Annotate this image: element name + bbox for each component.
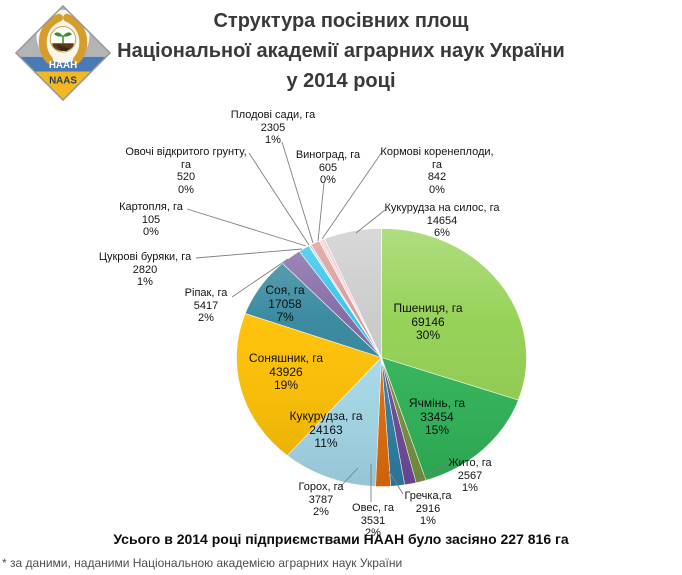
label-row: га — [181, 158, 191, 171]
label-row: 30% — [415, 327, 441, 342]
label-row: Цукрові буряки, га — [98, 251, 192, 263]
label-row: 14654 — [426, 214, 458, 227]
leader-line-plodovi — [281, 141, 314, 244]
pie-outer-label-vynohrad: Виноград, га 605 0% — [296, 149, 360, 187]
leader-line-ovochi — [248, 152, 310, 246]
pie-outer-label-kartoplia: Картопля, га 105 0% — [119, 201, 183, 239]
label-row: 43926 — [269, 364, 303, 379]
leader-line-silos — [355, 209, 386, 234]
pie-inner-label-kukurudza: Кукурудза, га 24163 11% — [289, 408, 363, 451]
label-row: Овес, га — [352, 502, 394, 514]
label-row: 0% — [429, 183, 445, 196]
label-row: Кормові коренеплоди, — [380, 146, 494, 158]
pie-inner-label-pshenytsia: Пшениця, га 69146 30% — [393, 300, 463, 343]
leader-line-kormovi — [321, 151, 383, 240]
label-row: га — [432, 158, 442, 171]
title-line-3: у 2014 році — [286, 70, 396, 92]
label-row: 1% — [462, 482, 478, 494]
label-row: 0% — [143, 226, 159, 238]
label-row: 842 — [427, 171, 447, 183]
logo-text-naan: НААН — [49, 60, 77, 71]
label-row: 2% — [313, 506, 329, 518]
label-row: 1% — [420, 515, 436, 527]
label-row: 19% — [273, 377, 299, 392]
pie-inner-label-yachmin: Ячмінь, га 33454 15% — [408, 395, 466, 438]
pie-inner-label-soniashnyk: Соняшник, га 43926 19% — [248, 350, 324, 393]
label-row: Пшениця, га — [393, 300, 463, 315]
label-row: Овочі відкритого грунту, — [125, 146, 247, 158]
label-row: 1% — [137, 276, 153, 288]
label-row: Ріпак, га — [184, 287, 228, 299]
label-row: 105 — [141, 213, 161, 226]
label-row: 1% — [265, 134, 281, 146]
pie-outer-label-horokh: Горох, га 3787 2% — [299, 481, 344, 519]
label-row: 69146 — [411, 314, 445, 329]
label-row: 3787 — [308, 493, 334, 506]
label-row: 0% — [320, 174, 336, 186]
logo-text-naas: NAAS — [49, 75, 77, 86]
footnote: * за даними, наданими Національною акаде… — [2, 556, 403, 570]
label-row: Жито, га — [448, 457, 492, 469]
label-row: 5417 — [193, 299, 219, 312]
leader-line-vynohrad — [317, 182, 325, 242]
pie-inner-label-soia: Соя, га 17058 7% — [265, 282, 305, 325]
label-row: Гречка,га — [404, 490, 452, 502]
label-row: 2820 — [132, 263, 158, 276]
pie-outer-label-kormovi: Кормові коренеплоди, га 842 0% — [380, 146, 493, 196]
total-line: Усього в 2014 році підприємствами НААН б… — [113, 531, 569, 547]
label-row: Соя, га — [265, 282, 305, 297]
label-row: 7% — [276, 309, 294, 324]
label-row: 24163 — [309, 422, 343, 437]
pie-outer-label-ripak: Ріпак, га 5417 2% — [185, 287, 228, 325]
label-row: 2% — [198, 312, 214, 324]
leader-line-hrechka — [386, 467, 404, 495]
label-row: 3531 — [360, 514, 386, 527]
pie-outer-label-hrechka: Гречка,га 2916 1% — [404, 490, 451, 528]
label-row: Кукурудза, га — [289, 408, 363, 423]
label-row: Картопля, га — [119, 201, 183, 213]
leader-line-kartoplia — [186, 208, 307, 247]
label-row: Соняшник, га — [248, 350, 324, 365]
label-row: 17058 — [268, 296, 302, 311]
pie-shading-overlay — [236, 228, 527, 487]
pie-outer-label-zhyto: Жито, га 2567 1% — [448, 457, 491, 495]
label-row: 2305 — [260, 121, 286, 134]
pie-outer-label-silos: Кукурудза на силос, га 14654 6% — [384, 202, 499, 240]
label-row: Ячмінь, га — [408, 395, 466, 410]
title-line-2: Національної академії аграрних наук Укра… — [117, 40, 565, 62]
leader-line-tsukrovi — [195, 248, 303, 259]
label-row: 2567 — [457, 469, 483, 482]
title-line-1: Структура посівних площ — [213, 10, 469, 32]
leader-line-horokh — [340, 467, 359, 487]
page-title: Структура посівних площ Національної ака… — [0, 6, 682, 96]
label-row: 33454 — [420, 409, 454, 424]
label-row: 11% — [314, 435, 338, 450]
label-row: Виноград, га — [295, 149, 361, 161]
leader-line-ripak — [231, 258, 289, 298]
label-row: 0% — [178, 183, 194, 196]
pie-outer-label-tsukrovi: Цукрові буряки, га 2820 1% — [99, 251, 191, 289]
label-row: 15% — [424, 422, 450, 437]
label-row: 520 — [176, 171, 196, 183]
pie-outer-label-oves: Овес, га 3531 2% — [352, 502, 394, 540]
label-row: 2% — [365, 527, 381, 539]
pie-outer-label-ovochi: Овочі відкритого грунту, га 520 0% — [125, 146, 246, 196]
label-row: 605 — [318, 161, 338, 174]
label-row: Кукурудза на силос, га — [384, 202, 500, 214]
label-row: Горох, га — [298, 481, 344, 493]
naan-naas-logo-icon: НААН NAAS — [14, 4, 112, 102]
leader-line-zhyto — [416, 463, 448, 481]
label-row: 2916 — [415, 502, 441, 515]
pie-outer-label-plodovi: Плодові сади, га 2305 1% — [231, 109, 315, 147]
label-row: Плодові сади, га — [230, 109, 316, 121]
label-row: 6% — [434, 227, 450, 239]
